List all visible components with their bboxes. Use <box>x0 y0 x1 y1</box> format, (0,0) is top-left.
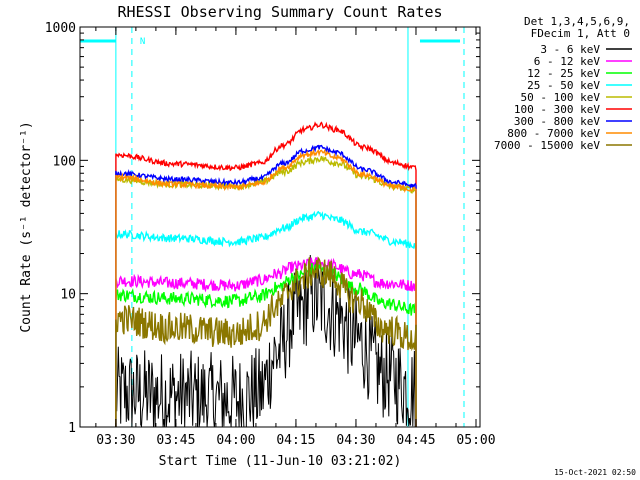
x-tick-label: 05:00 <box>456 433 495 448</box>
y-tick-label: 1000 <box>45 21 76 36</box>
y-tick-label: 10 <box>60 288 76 303</box>
legend-label: 300 - 800 keV <box>514 115 600 128</box>
y-tick-label: 1 <box>68 421 76 436</box>
x-tick-label: 03:45 <box>156 433 195 448</box>
chart-title: RHESSI Observing Summary Count Rates <box>117 3 442 21</box>
x-tick-label: 04:00 <box>216 433 255 448</box>
x-tick-label: 04:45 <box>396 433 435 448</box>
series-lines <box>115 121 417 428</box>
y-axis: 1 10 100 1000 <box>45 21 480 436</box>
legend-header: Det 1,3,4,5,6,9, <box>524 15 630 28</box>
legend-header: FDecim 1, Att 0 <box>531 27 630 40</box>
x-tick-label: 03:30 <box>96 433 135 448</box>
legend-label: 100 - 300 keV <box>514 103 600 116</box>
series-line <box>115 256 417 428</box>
x-axis: 03:30 03:45 04:00 04:15 04:30 04:45 05:00 <box>95 27 496 448</box>
legend-label: 3 - 6 keV <box>540 43 600 56</box>
legend-label: 7000 - 15000 keV <box>494 139 600 152</box>
legend-label: 6 - 12 keV <box>534 55 601 68</box>
series-line <box>115 262 417 428</box>
plot-timestamp: 15-Oct-2021 02:50 <box>554 468 636 477</box>
legend-label: 25 - 50 keV <box>527 79 600 92</box>
series-line <box>115 144 417 428</box>
legend-label: 800 - 7000 keV <box>507 127 600 140</box>
legend-label: 50 - 100 keV <box>521 91 601 104</box>
series-line <box>115 147 417 428</box>
legend: Det 1,3,4,5,6,9,FDecim 1, Att 0 3 - 6 keV… <box>494 15 632 152</box>
legend-label: 12 - 25 keV <box>527 67 600 80</box>
series-line <box>115 254 417 428</box>
x-axis-label: Start Time (11-Jun-10 03:21:02) <box>159 454 402 469</box>
series-line <box>115 210 417 428</box>
series-line <box>115 121 417 428</box>
n-marker-label: N <box>140 37 145 47</box>
plot-frame <box>79 26 481 428</box>
y-axis-label: Count Rate (s⁻¹ detector⁻¹) <box>19 121 34 332</box>
x-tick-label: 04:15 <box>276 433 315 448</box>
x-tick-label: 04:30 <box>336 433 375 448</box>
series-line <box>115 257 417 428</box>
y-tick-label: 100 <box>53 154 76 169</box>
